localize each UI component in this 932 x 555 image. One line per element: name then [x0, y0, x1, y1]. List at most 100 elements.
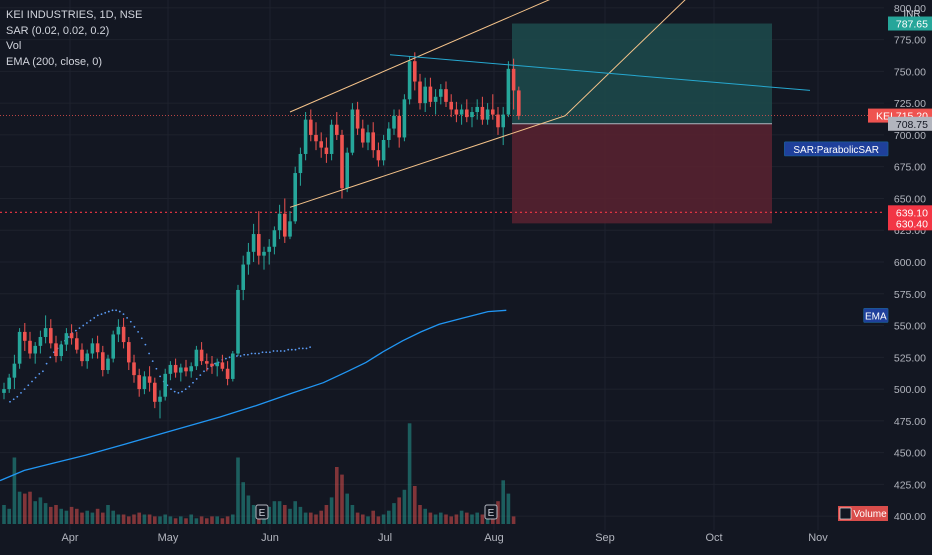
sar-dot	[96, 314, 99, 317]
volume-bar	[7, 508, 11, 524]
candle-body	[38, 336, 43, 346]
volume-bar	[49, 506, 53, 524]
candle	[220, 354, 225, 372]
candle-body	[475, 106, 479, 113]
sar-dots	[9, 309, 311, 403]
candle	[366, 124, 370, 151]
candle-body	[80, 349, 84, 362]
sar-dot	[34, 376, 37, 379]
candle	[433, 89, 438, 115]
legend-sar[interactable]: SAR (0.02, 0.02, 0.2)	[6, 24, 110, 37]
sar-dot	[228, 356, 231, 359]
candle-body	[7, 377, 11, 390]
candle-body	[205, 361, 209, 364]
earnings-marker-box[interactable]	[255, 504, 269, 520]
candle	[43, 315, 48, 344]
sar-dot	[104, 311, 107, 314]
candle-body	[491, 109, 495, 115]
price-tag: 708.75	[888, 116, 932, 131]
sar-dot	[31, 380, 33, 383]
candle	[454, 101, 459, 123]
candle-body	[199, 349, 204, 362]
sar-dot	[279, 350, 282, 352]
volume-bar	[444, 514, 448, 524]
candle-body	[85, 353, 89, 362]
candle-body	[309, 119, 313, 135]
candle-body	[303, 119, 308, 154]
candle-body	[496, 114, 500, 128]
candle	[210, 356, 214, 374]
candle	[80, 343, 84, 367]
currency-label[interactable]: INR	[903, 9, 920, 20]
price-axis-bg[interactable]	[886, 0, 932, 550]
volume-bar	[475, 512, 479, 524]
sar-dot	[107, 310, 110, 313]
candle-body	[90, 343, 95, 354]
legend-symbol[interactable]: KEI INDUSTRIES, 1D, NSE	[6, 9, 143, 21]
earnings-marker-box[interactable]	[484, 504, 498, 520]
candle-body	[345, 152, 349, 189]
candle-body	[116, 326, 121, 335]
legend-vol[interactable]: Vol	[6, 40, 22, 52]
candle	[111, 330, 115, 363]
price-tick-label: 600.00	[894, 257, 926, 269]
sar-dot	[89, 319, 92, 322]
candle	[194, 345, 199, 371]
earnings-marker-text[interactable]: E	[488, 508, 495, 519]
candle-body	[49, 328, 53, 344]
candle	[158, 390, 162, 419]
earnings-marker[interactable]: E	[484, 504, 498, 520]
volume-bar	[376, 516, 381, 524]
candle-body	[147, 376, 152, 383]
trend-line[interactable]	[389, 54, 811, 91]
sar-dot	[144, 343, 147, 346]
time-tick-label: Sep	[595, 532, 615, 544]
volume-bar	[137, 512, 141, 524]
candle-body	[158, 396, 162, 402]
volume-bar	[225, 516, 230, 524]
candle-body	[381, 139, 386, 161]
indicator-tag-bg	[863, 307, 889, 323]
candle	[277, 204, 282, 240]
candle-body	[350, 109, 355, 153]
sar-dot	[122, 313, 125, 316]
price-tag: 787.65	[888, 16, 932, 31]
candle-body	[283, 213, 287, 237]
volume-bar	[59, 508, 63, 524]
volume-bar	[163, 514, 167, 524]
sar-dot	[12, 398, 15, 401]
profit-zone	[512, 23, 772, 124]
volume-bar	[465, 512, 469, 524]
time-axis[interactable]: Apr May Jun Jul Aug Sep Oct Nov	[61, 532, 828, 544]
channel-lower-line[interactable]	[289, 0, 690, 208]
channel-upper-line[interactable]	[289, 0, 560, 113]
drawing-lines[interactable]	[289, 0, 811, 208]
volume-bar	[106, 505, 110, 524]
sar-dot	[9, 400, 11, 403]
candle	[293, 166, 297, 224]
legend-ema[interactable]: EMA (200, close, 0)	[6, 55, 102, 68]
volume-tag: Volume	[838, 506, 888, 521]
volume-bar	[236, 457, 240, 524]
sar-dot	[298, 347, 300, 350]
candle-body	[506, 68, 511, 115]
candle-body	[324, 147, 329, 154]
candle-body	[501, 114, 505, 128]
candle	[428, 77, 433, 107]
candle-body	[251, 234, 256, 252]
volume-bar	[199, 516, 204, 524]
time-tick-label: Jun	[261, 532, 279, 544]
sar-dot	[258, 352, 260, 355]
price-axis[interactable]: 400.00 425.00 450.00 475.00 500.00 525.00 550.…	[886, 0, 932, 550]
sar-dot	[126, 317, 128, 319]
sar-dot	[23, 388, 26, 390]
earnings-marker-text[interactable]: E	[259, 508, 266, 519]
sar-dot	[49, 356, 52, 359]
candle-body	[340, 134, 344, 189]
earnings-marker[interactable]: E	[255, 504, 269, 520]
candle	[392, 109, 396, 135]
price-tick-label: 500.00	[894, 384, 926, 396]
